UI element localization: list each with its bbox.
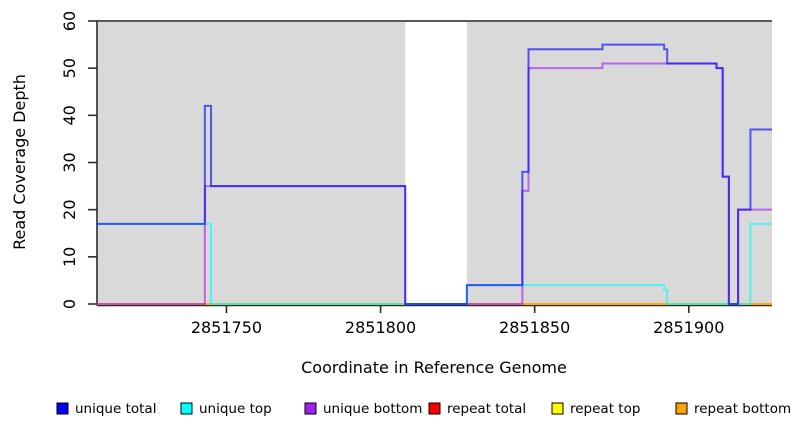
series-line-unique-top xyxy=(97,222,772,305)
y-tick-label: 30 xyxy=(60,152,79,172)
legend-swatch-unique-bottom xyxy=(304,402,317,415)
legend-label-repeat-top: repeat top xyxy=(570,401,640,417)
y-tick-label: 10 xyxy=(60,247,79,267)
y-tick-label: 40 xyxy=(60,105,79,125)
legend-swatch-unique-top xyxy=(180,402,193,415)
x-tick-label: 2851800 xyxy=(345,318,416,337)
legend-label-unique-bottom: unique bottom xyxy=(323,401,422,417)
y-axis-title: Read Coverage Depth xyxy=(10,74,29,250)
axes: 2851750 2851800 2851850 2851900 0 10 20 30 40 50 6… xyxy=(60,11,772,337)
legend-swatch-unique-total xyxy=(56,402,69,415)
legend-label-unique-total: unique total xyxy=(75,401,156,417)
y-tick-label: 60 xyxy=(60,11,79,31)
y-tick-label: 20 xyxy=(60,199,79,219)
y-tick-label: 0 xyxy=(60,299,79,309)
shaded-region-0 xyxy=(97,21,406,304)
series-line-unique-total xyxy=(97,43,772,305)
x-axis-title: Coordinate in Reference Genome xyxy=(301,358,567,377)
x-tick-label: 2851750 xyxy=(191,318,262,337)
legend-swatch-repeat-top xyxy=(551,402,564,415)
legend-label-repeat-total: repeat total xyxy=(447,401,526,417)
y-tick-label: 50 xyxy=(60,58,79,78)
legend: unique total unique top unique bottom re… xyxy=(56,401,791,417)
legend-swatch-repeat-total xyxy=(428,402,441,415)
legend-label-unique-top: unique top xyxy=(199,401,272,417)
series-lines xyxy=(97,43,772,305)
legend-label-repeat-bottom: repeat bottom xyxy=(694,401,791,417)
x-tick-label: 2851850 xyxy=(499,318,570,337)
legend-swatch-repeat-bottom xyxy=(675,402,688,415)
x-tick-label: 2851900 xyxy=(653,318,724,337)
